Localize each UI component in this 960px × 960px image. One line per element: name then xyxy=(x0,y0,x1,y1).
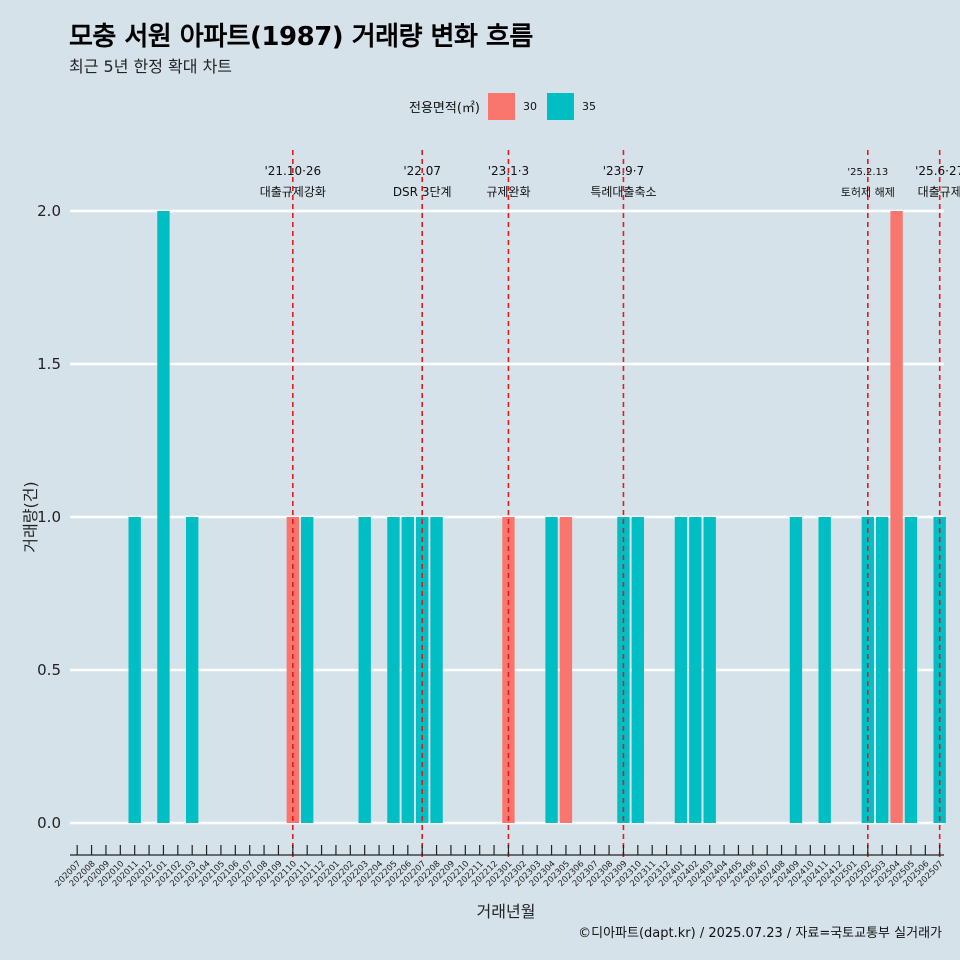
bar-35-202505 xyxy=(904,517,918,823)
bar-30-202110 xyxy=(286,517,299,823)
bar-35-202208 xyxy=(430,517,443,823)
event-date-202502: '25.2.13 xyxy=(847,167,888,178)
bar-35-202011 xyxy=(128,517,141,823)
event-lines xyxy=(292,150,941,858)
event-label-202301: 규제완화 xyxy=(486,185,530,199)
legend-title: 전용면적(㎡) xyxy=(409,101,480,116)
bar-35-202111 xyxy=(301,517,314,823)
bar-35-202101 xyxy=(157,211,170,823)
event-date-202110: '21.10·26 xyxy=(264,164,321,178)
bar-35-202402 xyxy=(689,517,702,823)
bar-35-202203 xyxy=(358,517,371,823)
bar-35-202207 xyxy=(416,517,429,823)
legend-label-35: 35 xyxy=(581,100,596,113)
legend: 전용면적(㎡) 30 35 xyxy=(409,93,606,120)
y-tick-label-1.5: 1.5 xyxy=(37,355,61,373)
event-label-202110: 대출규제강화 xyxy=(260,185,326,199)
bar-30-202305 xyxy=(559,517,573,823)
event-date-202207: '22.07 xyxy=(403,164,441,178)
bar-35-202502 xyxy=(861,517,874,823)
bar-35-202507 xyxy=(933,517,946,823)
x-axis-label: 거래년월 xyxy=(476,902,536,921)
y-axis-ticks: 0.0 0.5 1.0 1.5 2.0 xyxy=(37,202,61,832)
y-tick-label-1.0: 1.0 xyxy=(37,508,61,526)
y-tick-label-2.0: 2.0 xyxy=(37,202,61,220)
legend-label-30: 30 xyxy=(522,100,537,113)
event-date-202507: '25.6·27 xyxy=(915,164,960,178)
bar-35-202205 xyxy=(387,517,400,823)
event-label-202207: DSR 3단계 xyxy=(393,185,452,199)
chart-title: 모충 서원 아파트(1987) 거래량 변화 흐름 xyxy=(69,22,533,52)
bar-35-202409 xyxy=(789,517,803,823)
event-label-202309: 특례대출축소 xyxy=(590,185,656,199)
event-annotations: '21.10·26 대출규제강화 '22.07 DSR 3단계 '23.1·3 규제완화 '… xyxy=(260,164,960,199)
event-label-202502: 토허제 해제 xyxy=(841,185,895,199)
y-axis-label: 거래량(건) xyxy=(21,481,40,553)
caption: ©디아파트(dapt.kr) / 2025.07.23 / 자료=국토교통부 실… xyxy=(578,926,942,941)
legend-key-30 xyxy=(487,93,515,120)
bar-35-202103 xyxy=(186,517,199,823)
bar-35-202304 xyxy=(545,517,558,823)
bar-35-202401 xyxy=(674,517,688,823)
event-label-202507: 대출규제 xyxy=(918,185,960,199)
bar-30-202504 xyxy=(890,211,903,823)
bar-35-202309 xyxy=(617,517,630,823)
event-date-202301: '23.1·3 xyxy=(488,164,529,178)
event-date-202309: '23.9·7 xyxy=(603,164,644,178)
bar-35-202503 xyxy=(876,517,889,823)
bar-35-202403 xyxy=(703,517,716,823)
y-tick-label-0.5: 0.5 xyxy=(37,661,61,679)
x-axis: 2020072020082020092020102020112020122021… xyxy=(53,845,946,889)
bars xyxy=(128,211,946,823)
bar-35-202310 xyxy=(631,517,644,823)
chart-subtitle: 최근 5년 한정 확대 차트 xyxy=(69,57,233,76)
legend-key-35 xyxy=(546,93,574,120)
bar-35-202411 xyxy=(818,517,831,823)
bar-35-202206 xyxy=(401,517,414,823)
y-tick-label-0.0: 0.0 xyxy=(37,814,61,832)
bar-30-202301 xyxy=(502,517,515,823)
